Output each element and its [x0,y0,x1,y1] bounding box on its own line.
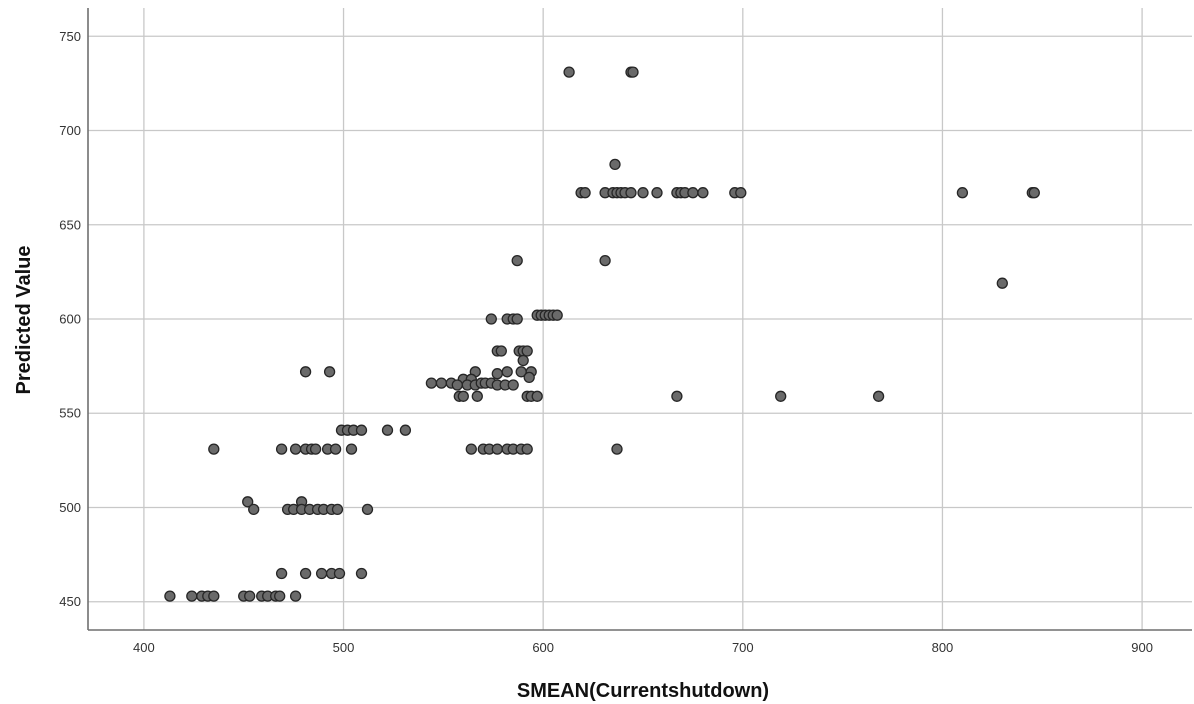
data-point [275,443,288,455]
data-point [457,390,469,402]
data-point [637,187,649,199]
y-tick-label: 650 [59,217,81,232]
data-point [471,390,483,402]
data-point [315,567,328,580]
data-point [531,390,543,402]
data-point [248,503,260,516]
y-tick-label: 550 [59,406,81,421]
data-point [329,443,342,455]
data-point [507,379,519,391]
data-point [517,354,529,367]
data-point [625,187,637,199]
data-point [956,187,969,199]
data-point [996,277,1008,289]
data-point [511,313,523,325]
data-point [275,567,288,580]
data-point [697,187,709,199]
data-point [521,345,533,357]
data-point [501,366,513,378]
data-point [355,567,368,580]
data-point [485,313,497,325]
data-points [164,66,1040,602]
data-point [491,443,503,455]
data-point [451,379,463,391]
data-point [495,345,507,357]
data-point [299,366,312,378]
data-point [465,443,477,455]
y-tick-label: 450 [59,594,81,609]
data-point [333,567,346,580]
data-point [242,496,254,508]
data-point [735,187,747,199]
y-tick-label: 700 [59,123,81,138]
data-point [775,390,787,402]
data-point [299,567,312,580]
x-tick-labels: 400 500 600 700 800 900 [133,640,1153,655]
x-tick-label: 700 [732,640,754,655]
y-tick-labels: 450 500 550 600 650 700 750 [59,29,81,609]
data-point [381,424,394,436]
data-point [551,309,563,321]
data-point [164,590,176,602]
y-gridlines [88,35,1192,603]
data-point [579,187,591,199]
data-point [186,590,198,602]
data-point [627,66,639,78]
data-point [309,443,322,455]
data-point [289,590,302,602]
x-tick-label: 500 [333,640,355,655]
y-tick-label: 500 [59,500,81,515]
data-point [331,503,344,516]
data-point [208,590,220,602]
data-point [872,390,885,402]
data-point [361,503,374,516]
data-point [1028,187,1040,199]
data-point [323,366,336,378]
data-point [345,443,358,455]
data-point [521,443,533,455]
data-point [425,377,438,389]
data-point [511,254,523,267]
x-tick-label: 600 [532,640,554,655]
data-point [399,424,412,436]
data-point [289,443,302,455]
y-axis-title: Predicted Value [13,246,35,395]
x-axis-title: SMEAN(Currentshutdown) [517,680,769,702]
x-tick-label: 900 [1131,640,1153,655]
data-point [563,66,575,78]
y-tick-label: 600 [59,312,81,327]
data-point [274,590,286,602]
x-tick-label: 800 [932,640,954,655]
data-point [609,158,621,171]
y-tick-label: 750 [59,29,81,44]
x-tick-label: 400 [133,640,155,655]
data-point [687,187,699,199]
data-point [208,443,220,455]
data-point [491,368,503,380]
data-point [244,590,256,602]
data-point [355,424,368,436]
data-point [671,390,683,402]
data-point [523,371,535,384]
data-point [611,443,623,455]
data-point [599,254,611,267]
data-point [651,187,663,199]
data-point [435,377,448,389]
